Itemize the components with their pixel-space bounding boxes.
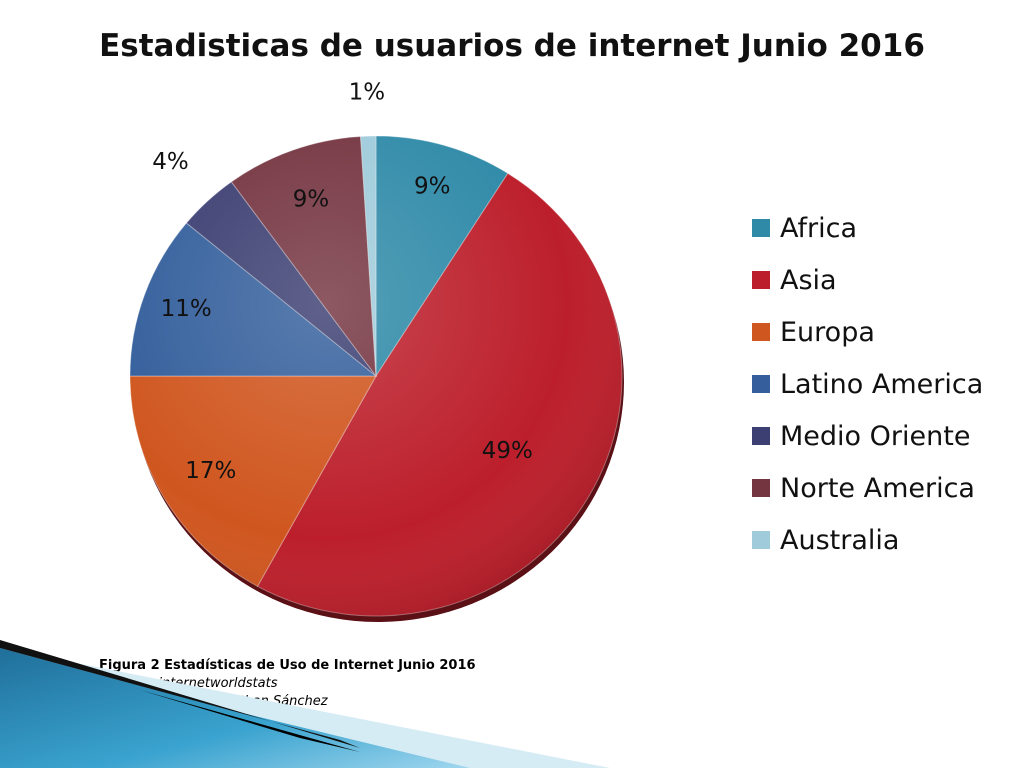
caption-source-key: Fuente: — [99, 676, 155, 691]
legend-label: Africa — [780, 212, 858, 244]
legend-swatch — [752, 375, 770, 393]
legend-swatch — [752, 427, 770, 445]
slice-label-europa: 17% — [185, 458, 236, 484]
slice-label-australia: 1% — [349, 79, 386, 105]
slice-label-latino-america: 11% — [161, 296, 212, 322]
caption-title: Figura 2 Estadísticas de Uso de Internet… — [99, 658, 476, 673]
legend-item-medio-oriente: Medio Oriente — [752, 410, 983, 462]
caption-author-key: Elaborado por: — [99, 694, 208, 709]
chart-title: Estadisticas de usuarios de internet Jun… — [99, 28, 925, 64]
legend-item-europa: Europa — [752, 306, 983, 358]
legend-label: Medio Oriente — [780, 420, 971, 452]
legend-label: Latino America — [780, 368, 984, 400]
legend-label: Asia — [780, 264, 837, 296]
caption-source: Fuente: internetworldstats — [99, 675, 476, 693]
caption-author: Elaborado por: Ionathan Sánchez — [99, 693, 476, 711]
legend-item-asia: Asia — [752, 254, 983, 306]
legend-label: Norte America — [780, 472, 975, 504]
legend-label: Australia — [780, 524, 900, 556]
slice-label-norte-america: 9% — [293, 186, 330, 212]
slice-label-africa: 9% — [414, 174, 451, 200]
slice-label-medio-oriente: 4% — [152, 149, 189, 175]
legend-item-africa: Africa — [752, 202, 983, 254]
legend-item-norte-america: Norte America — [752, 462, 983, 514]
legend-swatch — [752, 219, 770, 237]
legend-item-australia: Australia — [752, 514, 983, 566]
legend-swatch — [752, 531, 770, 549]
legend-swatch — [752, 479, 770, 497]
legend-label: Europa — [780, 316, 875, 348]
legend-swatch — [752, 271, 770, 289]
caption-source-value: internetworldstats — [158, 676, 278, 691]
figure-caption: Figura 2 Estadísticas de Uso de Internet… — [99, 657, 476, 711]
legend-swatch — [752, 323, 770, 341]
slice-label-asia: 49% — [482, 438, 533, 464]
legend-item-latino-america: Latino America — [752, 358, 983, 410]
caption-author-value: Ionathan Sánchez — [211, 694, 328, 709]
chart-legend: Africa Asia Europa Latino America Medio Orie… — [752, 202, 983, 566]
